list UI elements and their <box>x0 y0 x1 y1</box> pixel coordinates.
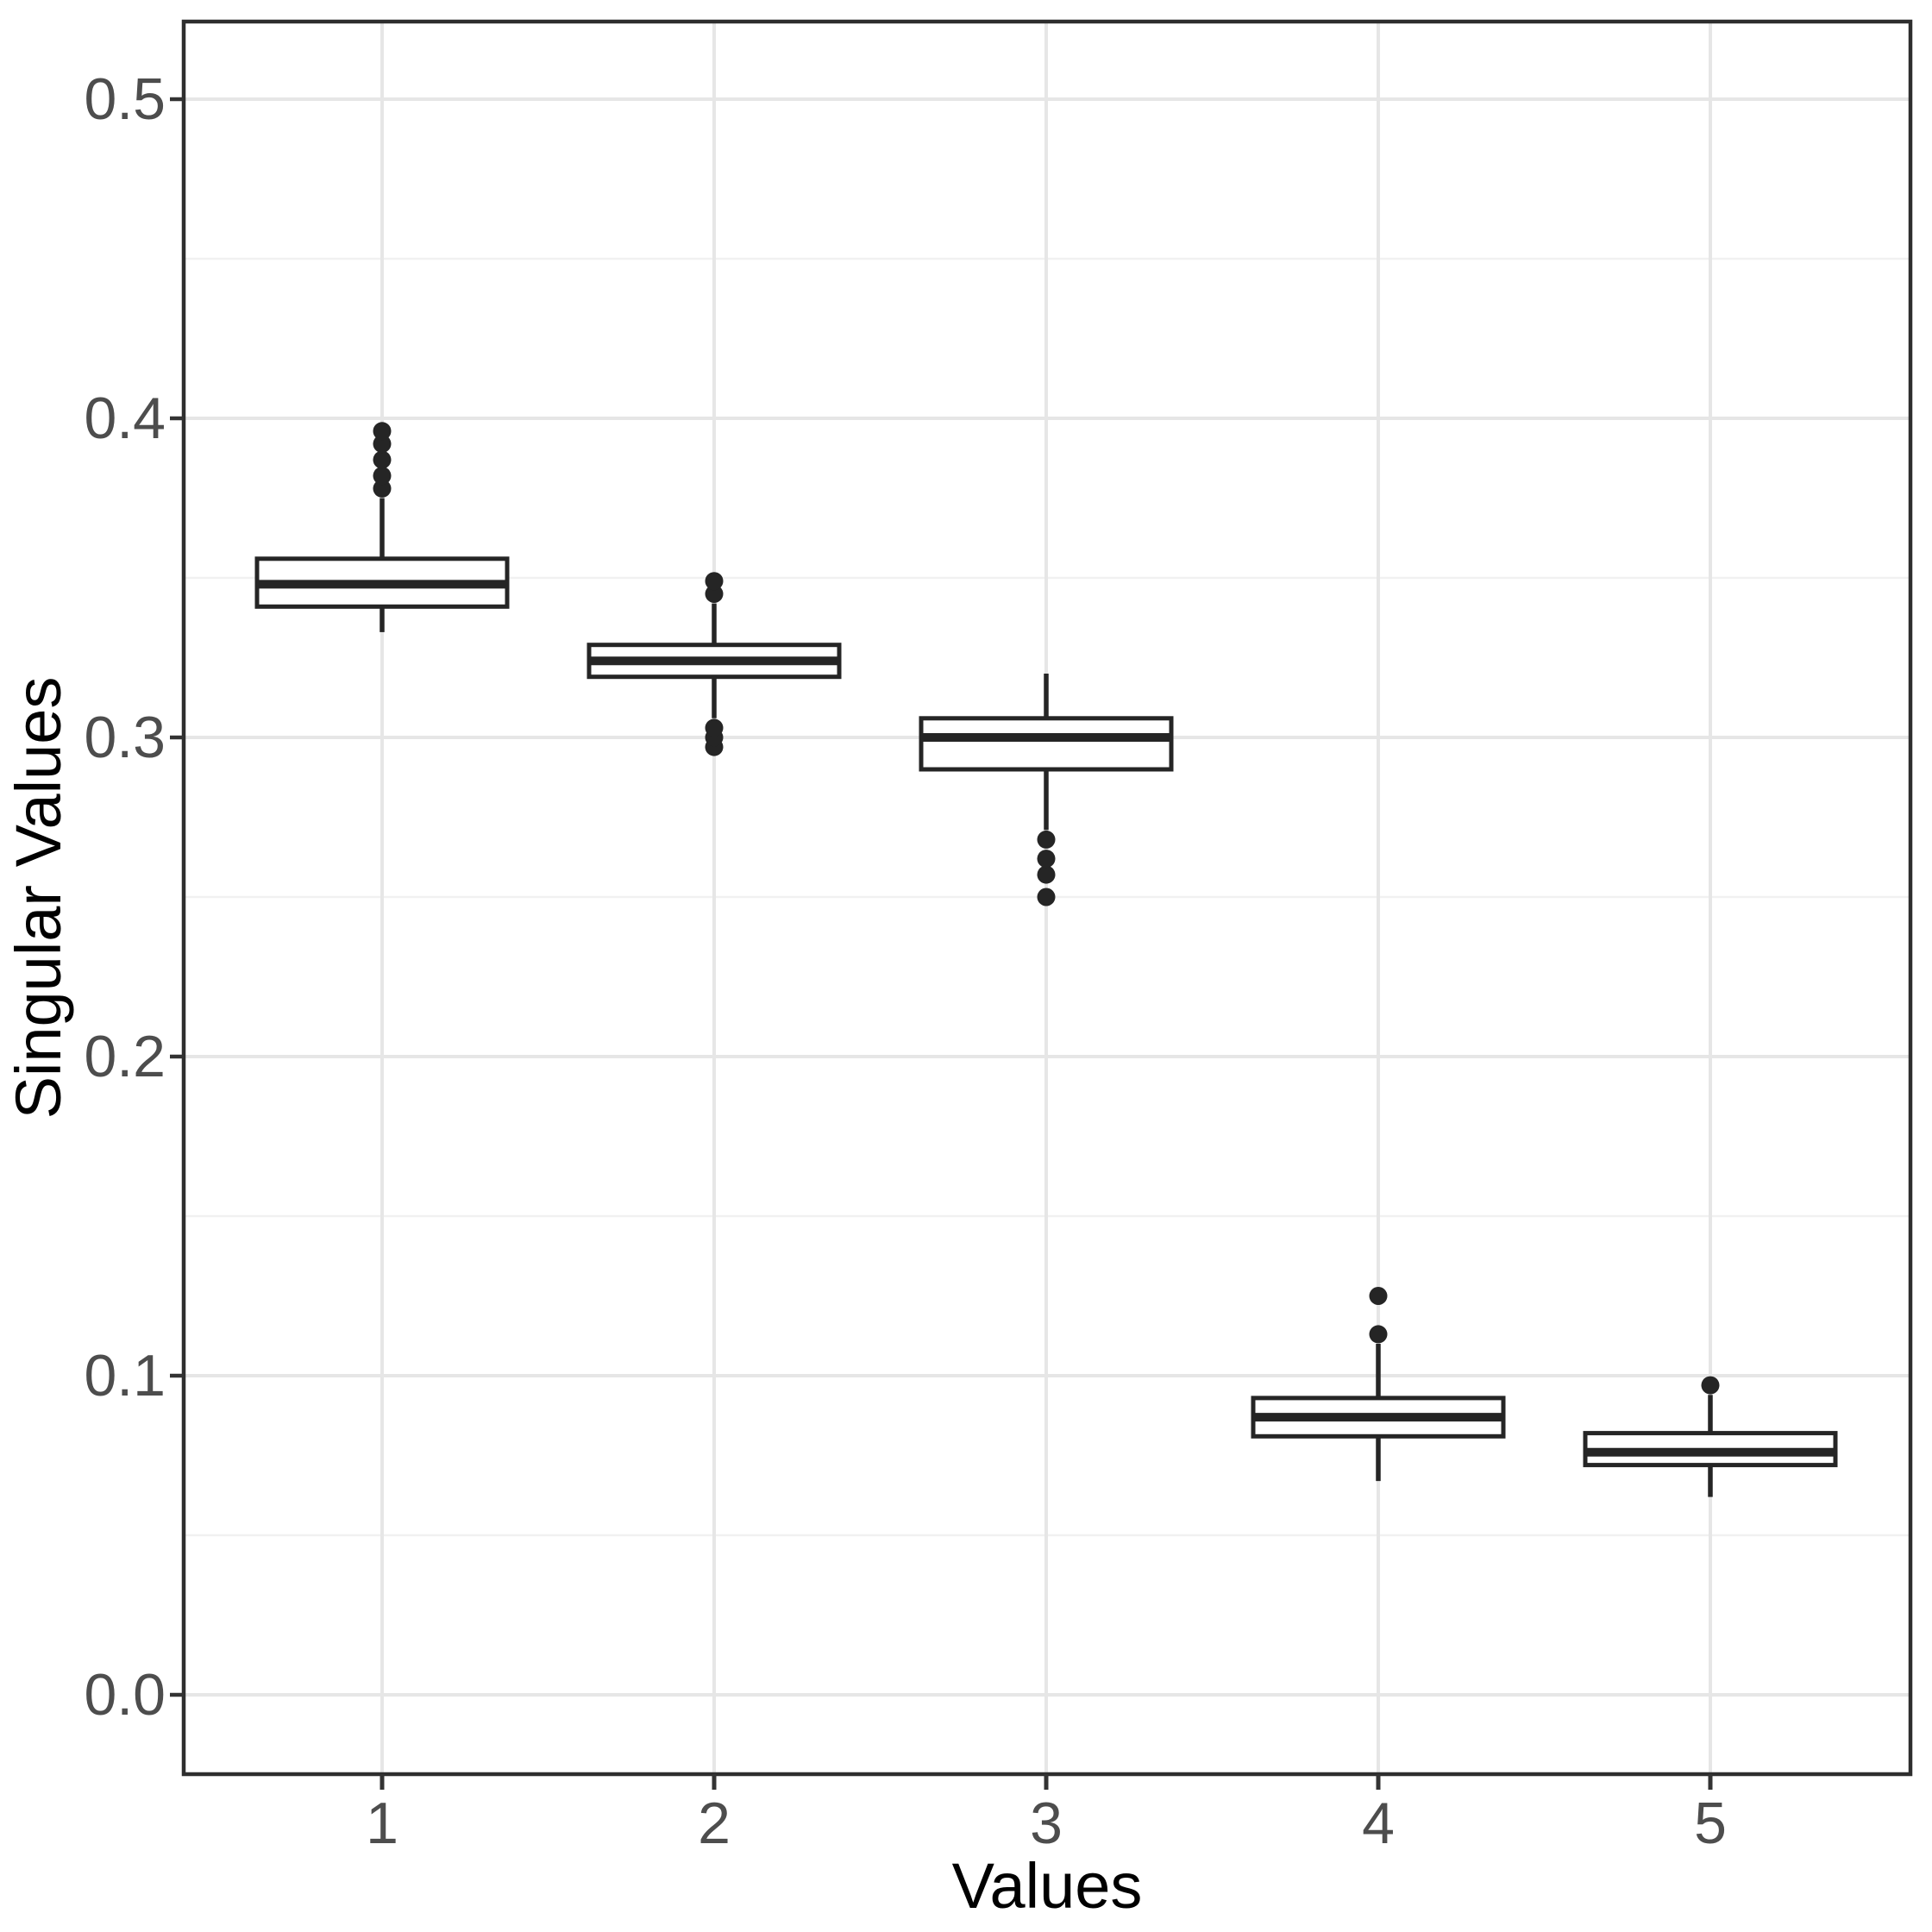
y-tick-label-0.2: 0.2 <box>84 1024 166 1089</box>
outlier-point <box>373 450 392 469</box>
outlier-point <box>705 572 724 591</box>
outlier-point <box>1037 830 1056 849</box>
x-tick-label-5: 5 <box>1694 1791 1727 1856</box>
y-tick-label-0.5: 0.5 <box>84 66 166 132</box>
outlier-point <box>1037 865 1056 884</box>
boxplot-cat-5 <box>1583 1376 1838 1497</box>
outlier-point <box>373 467 392 486</box>
outlier-point <box>1037 850 1056 869</box>
outlier-point <box>1369 1287 1388 1305</box>
y-tick-label-0.3: 0.3 <box>84 705 166 770</box>
x-tick-label-1: 1 <box>366 1791 398 1856</box>
outlier-point <box>373 435 392 454</box>
iqr-box <box>919 716 1174 772</box>
outlier-point <box>1701 1376 1720 1395</box>
boxplot-cat-2 <box>586 572 842 756</box>
boxplot-cat-1 <box>254 422 510 632</box>
x-tick-label-2: 2 <box>698 1791 731 1856</box>
y-tick-label-0.1: 0.1 <box>84 1343 166 1408</box>
outlier-point <box>1369 1325 1388 1344</box>
outlier-point <box>705 718 724 737</box>
y-tick-label-0.0: 0.0 <box>84 1662 166 1728</box>
boxplot-cat-4 <box>1251 1287 1506 1482</box>
x-axis-title: Values <box>951 1850 1143 1922</box>
outlier-point <box>705 585 724 603</box>
y-axis-title-text: Singular Values <box>3 676 74 1120</box>
outlier-point <box>373 479 392 498</box>
y-tick-label-0.4: 0.4 <box>84 386 166 451</box>
outlier-point <box>1037 888 1056 906</box>
boxplot-cat-3 <box>919 674 1174 906</box>
outlier-point <box>373 422 392 441</box>
x-tick-label-3: 3 <box>1030 1791 1063 1856</box>
x-tick-label-4: 4 <box>1362 1791 1395 1856</box>
